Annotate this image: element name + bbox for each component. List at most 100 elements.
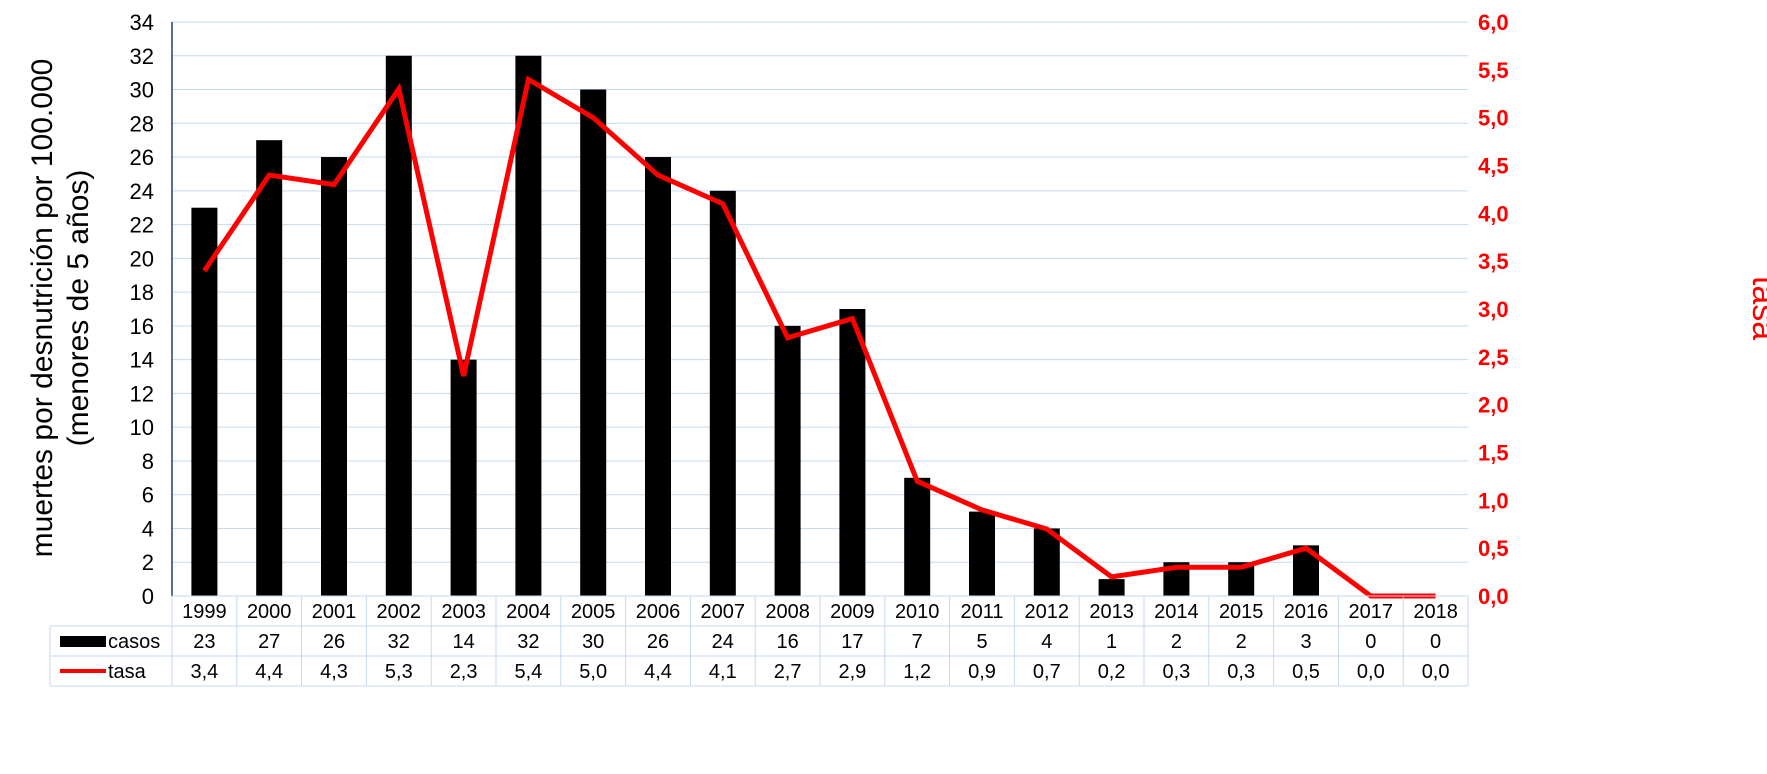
table-cell-tasa: 0,3: [1162, 661, 1190, 683]
tasa-point-2001: [333, 184, 335, 186]
y-tick-label-right: 1,0: [1478, 488, 1509, 513]
x-tick-label: 1999: [182, 601, 227, 623]
table-cell-casos: 27: [258, 631, 280, 653]
y-tick-label-right: 1,5: [1478, 441, 1509, 466]
y-tick-label-left: 26: [130, 145, 154, 170]
y-tick-label-right: 2,0: [1478, 393, 1509, 418]
tasa-point-2000: [268, 174, 270, 176]
x-tick-label: 2008: [765, 601, 810, 623]
y-tick-label-right: 6,0: [1478, 10, 1509, 35]
table-cell-tasa: 4,4: [255, 661, 283, 683]
bar-2000: [256, 140, 283, 597]
bar-2007: [709, 190, 736, 596]
bar-2003: [450, 359, 477, 596]
tasa-point-2006: [657, 174, 659, 176]
y-tick-label-right: 3,5: [1478, 249, 1509, 274]
tasa-point-2003: [463, 375, 465, 377]
bar-2009: [839, 309, 866, 596]
y-tick-label-left: 28: [130, 111, 154, 136]
y-axis-label-left-line2: (menores de 5 años): [62, 170, 95, 447]
x-tick-label: 2003: [441, 601, 486, 623]
legend-key-casos: [60, 636, 106, 647]
y-tick-label-left: 20: [130, 246, 154, 271]
tasa-point-2008: [787, 337, 789, 339]
x-tick-label: 2009: [830, 601, 875, 623]
x-tick-label: 2001: [312, 601, 357, 623]
table-cell-tasa: 0,2: [1098, 661, 1126, 683]
bar-2011: [969, 511, 995, 596]
tasa-point-2007: [722, 203, 724, 205]
y-tick-label-left: 34: [130, 10, 154, 35]
bar-series-casos: [191, 55, 1319, 597]
y-tick-label-right: 4,0: [1478, 201, 1509, 226]
data-table: 1999 2000 2001 2002 2003 2004 2005 2006 2007 2008…: [49, 595, 1469, 687]
table-cell-tasa: 4,4: [644, 661, 672, 683]
x-tick-label: 2002: [377, 601, 422, 623]
bar-2005: [580, 89, 607, 596]
bar-2006: [645, 157, 671, 596]
gridlines: [172, 21, 1468, 563]
x-tick-label: 2007: [701, 601, 746, 623]
tasa-point-1999: [203, 270, 205, 272]
right-axis-ticks: 0,0 0,5 1,0 1,5 2,0 2,5 3,0 3,5 4,0 4,5 5,0 5,5 6,0: [1478, 10, 1509, 609]
y-tick-label-right: 5,0: [1478, 106, 1509, 131]
table-cell-casos: 2: [1171, 631, 1182, 653]
x-tick-label: 2015: [1219, 601, 1264, 623]
table-cell-tasa: 5,4: [514, 661, 542, 683]
tasa-point-2015: [1240, 566, 1242, 568]
table-cell-tasa: 0,0: [1357, 661, 1385, 683]
table-cell-tasa: 0,3: [1227, 661, 1255, 683]
table-cell-casos: 32: [388, 631, 410, 653]
table-cell-tasa: 1,2: [903, 661, 931, 683]
table-cell-casos: 32: [517, 631, 539, 653]
table-cell-casos: 24: [712, 631, 734, 653]
axes: [171, 22, 1468, 597]
bar-2010: [904, 477, 931, 596]
table-cell-casos: 23: [193, 631, 215, 653]
table-cell-tasa: 0,5: [1292, 661, 1320, 683]
y-tick-label-left: 30: [130, 78, 154, 103]
table-cell-tasa: 2,3: [450, 661, 478, 683]
table-cell-tasa: 2,7: [774, 661, 802, 683]
table-cell-tasa: 5,3: [385, 661, 413, 683]
table-cell-tasa: 2,9: [838, 661, 866, 683]
table-cell-tasa: 0,9: [968, 661, 996, 683]
x-tick-label: 2017: [1349, 601, 1394, 623]
y-tick-label-left: 10: [130, 415, 154, 440]
table-cell-tasa: 3,4: [190, 661, 218, 683]
table-cell-casos: 4: [1041, 631, 1052, 653]
table-cell-casos: 14: [452, 631, 474, 653]
x-tick-label: 2006: [636, 601, 681, 623]
table-cell-casos: 17: [841, 631, 863, 653]
table-cell-casos: 26: [323, 631, 345, 653]
tasa-point-2011: [981, 509, 983, 511]
x-tick-label: 2016: [1284, 601, 1329, 623]
table-cell-tasa: 0,0: [1422, 661, 1450, 683]
y-tick-label-left: 6: [142, 483, 154, 508]
y-tick-label-right: 0,0: [1478, 584, 1509, 609]
x-tick-label: 2011: [960, 601, 1003, 623]
y-tick-label-left: 2: [142, 550, 154, 575]
y-tick-label-left: 0: [142, 584, 154, 609]
tasa-point-2004: [527, 78, 529, 80]
table-cell-tasa: 4,1: [709, 661, 737, 683]
y-tick-label-left: 14: [130, 348, 154, 373]
table-cell-casos: 2: [1236, 631, 1247, 653]
bar-1999: [191, 207, 218, 597]
table-cell-tasa: 5,0: [579, 661, 607, 683]
table-cell-tasa: 4,3: [320, 661, 348, 683]
x-tick-label: 2012: [1025, 601, 1070, 623]
x-tick-label: 2014: [1154, 601, 1199, 623]
table-cell-tasa: 0,7: [1033, 661, 1061, 683]
tasa-point-2005: [592, 117, 594, 119]
table-cell-casos: 3: [1300, 631, 1311, 653]
x-tick-label: 2004: [506, 601, 551, 623]
y-tick-label-left: 16: [130, 314, 154, 339]
y-axis-label-right: tasa: [1745, 276, 1767, 340]
y-tick-label-left: 32: [130, 44, 154, 69]
table-cell-casos: 26: [647, 631, 669, 653]
bar-2002: [385, 55, 412, 596]
y-tick-label-left: 22: [130, 213, 154, 238]
